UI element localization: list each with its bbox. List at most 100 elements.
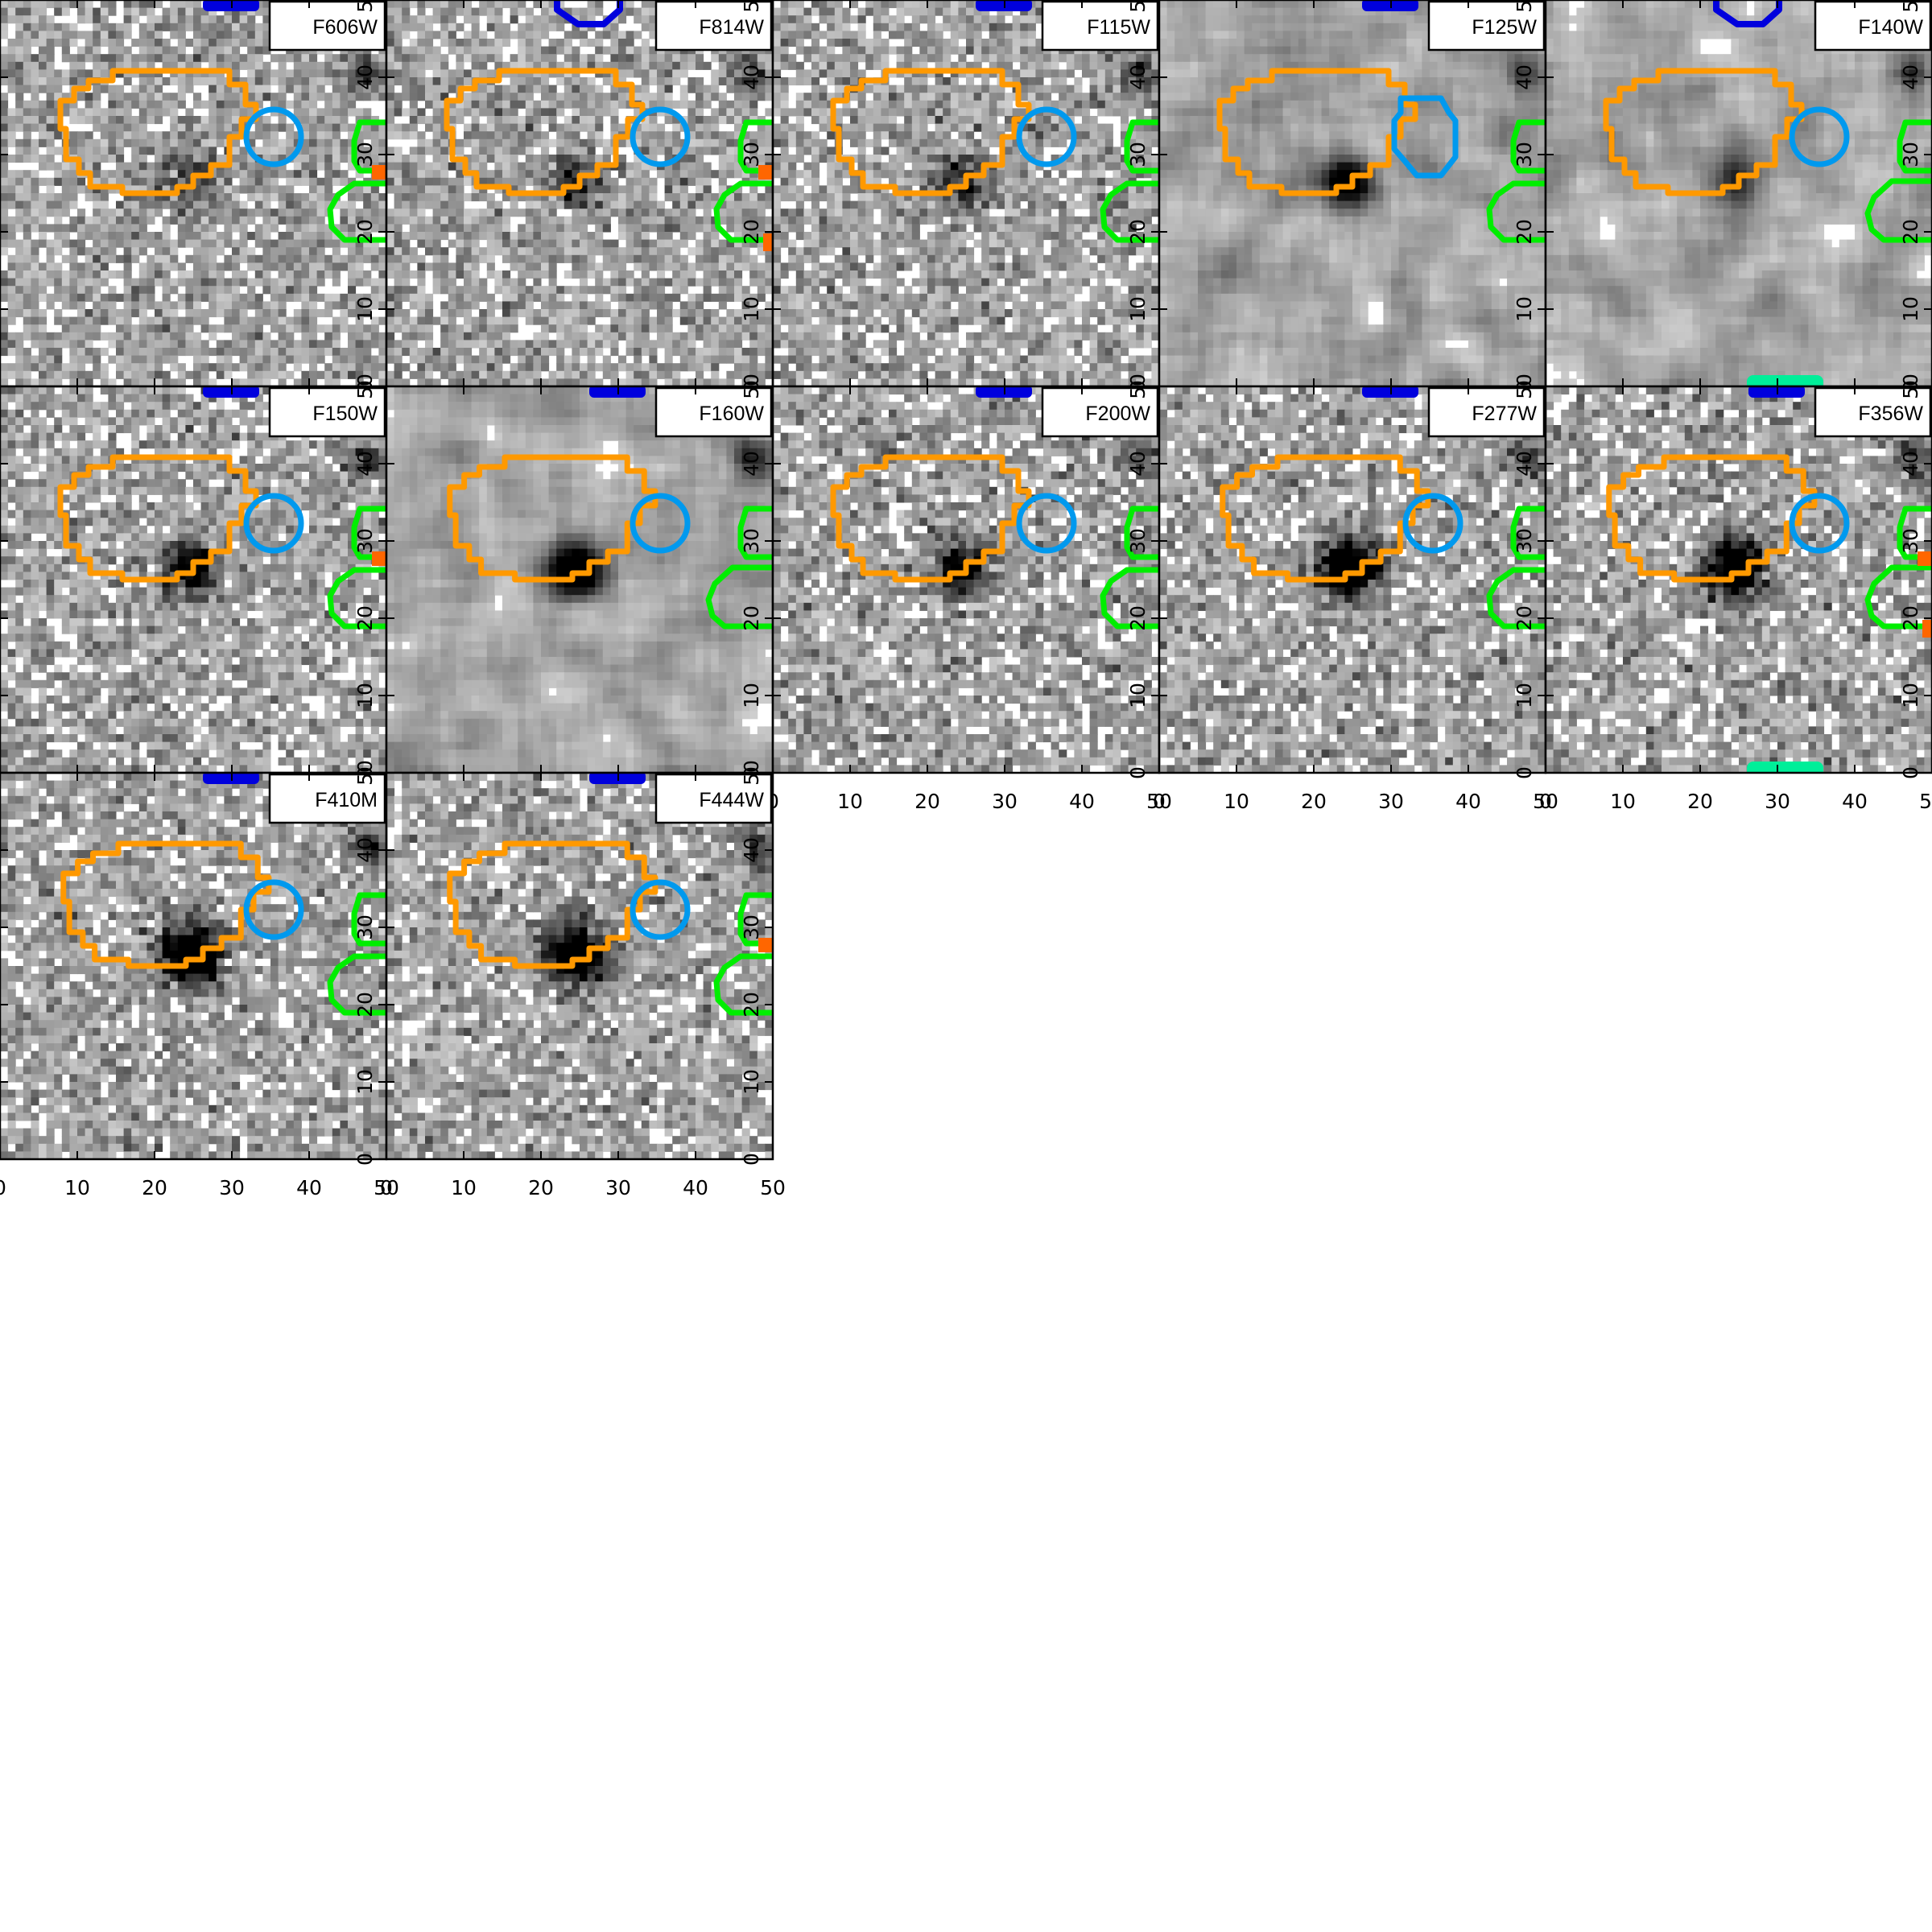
y-tick-label: 30	[353, 914, 377, 940]
filter-label-box	[1427, 386, 1546, 438]
x-tick-label: 20	[1301, 790, 1327, 813]
cutout-panel: F125W01020304050	[1158, 0, 1547, 393]
filter-label: F200W	[1085, 402, 1150, 425]
filter-label-box	[1814, 0, 1932, 52]
y-tick-label: 50	[1126, 0, 1150, 13]
y-tick-label: 50	[353, 0, 377, 13]
filter-label-box	[268, 773, 386, 824]
contour-overlays	[1603, 0, 1932, 386]
cutout-panel: F814W01020304050	[385, 0, 774, 393]
main-source-contour	[444, 68, 646, 196]
companion-contour	[243, 493, 304, 554]
x-tick-label: 40	[1069, 790, 1095, 813]
y-tick-label: 0	[740, 1153, 763, 1166]
y-tick-label: 30	[740, 914, 763, 940]
x-tick-label: 30	[992, 790, 1018, 813]
noise-image	[386, 0, 773, 386]
y-tick-label: 0	[353, 1153, 377, 1166]
y-tick-label: 50	[353, 760, 377, 786]
x-tick-label: 50	[1146, 790, 1172, 813]
x-tick-label: 50	[1533, 790, 1558, 813]
companion-contour	[243, 879, 304, 940]
y-tick-label: 40	[353, 837, 377, 863]
marker-contour	[1922, 620, 1932, 638]
x-tick-label: 30	[1765, 790, 1790, 813]
neighbor-contour-lower	[705, 564, 773, 630]
x-tick-label: 0	[1153, 790, 1166, 813]
main-source-contour	[1216, 68, 1418, 196]
contour-overlays	[57, 0, 386, 243]
neighbor-contour-upper	[1510, 119, 1546, 174]
filter-label: F814W	[699, 16, 764, 39]
y-tick-label: 40	[1126, 64, 1150, 90]
contour-overlays	[1220, 386, 1546, 630]
neighbor-contour-lower	[327, 180, 386, 243]
main-source-contour	[57, 454, 259, 583]
neighbor-contour-upper	[1124, 506, 1159, 560]
y-tick-label: 30	[1126, 528, 1150, 554]
filter-label-box	[268, 386, 386, 438]
x-tick-label: 0	[0, 1176, 6, 1199]
x-tick-label: 20	[142, 1176, 167, 1199]
y-tick-label: 20	[1513, 219, 1536, 245]
companion-contour	[1402, 493, 1463, 554]
companion-contour	[1016, 106, 1077, 167]
x-tick-label: 40	[296, 1176, 322, 1199]
x-tick-label: 10	[837, 790, 863, 813]
bottom-source-contour	[1747, 375, 1823, 386]
marker-contour	[372, 551, 386, 566]
x-tick-label: 50	[760, 1176, 786, 1199]
y-tick-label: 10	[740, 683, 763, 708]
filter-label-box	[654, 0, 773, 52]
neighbor-contour-upper	[1510, 506, 1546, 560]
y-tick-label: 50	[1899, 0, 1922, 13]
y-tick-label: 30	[740, 528, 763, 554]
y-tick-label: 50	[1899, 374, 1922, 399]
cutout-panel: F200W0102030405001020304050	[766, 374, 1172, 813]
y-tick-label: 10	[740, 296, 763, 322]
neighbor-contour-upper	[737, 892, 773, 947]
x-tick-label: 0	[1539, 790, 1552, 813]
top-source-contour	[1713, 0, 1782, 27]
y-tick-label: 10	[1513, 683, 1536, 708]
filter-label: F444W	[699, 789, 764, 811]
y-tick-label: 40	[740, 837, 763, 863]
neighbor-contour-upper	[351, 892, 386, 947]
y-tick-label: 50	[353, 374, 377, 399]
noise-image	[0, 386, 386, 773]
y-tick-label: 10	[1126, 296, 1150, 322]
filter-label: F140W	[1858, 16, 1923, 39]
y-tick-label: 20	[353, 605, 377, 631]
filter-label: F150W	[312, 402, 378, 425]
neighbor-contour-upper	[1897, 119, 1932, 174]
y-tick-label: 10	[740, 1069, 763, 1095]
filter-label-box	[1427, 0, 1546, 52]
noise-image	[773, 386, 1159, 773]
companion-contour	[1016, 493, 1077, 554]
y-tick-label: 10	[353, 683, 377, 708]
filter-label: F410M	[315, 789, 378, 811]
x-tick-label: 10	[1610, 790, 1636, 813]
main-source-contour	[1603, 68, 1805, 196]
x-tick-label: 10	[64, 1176, 90, 1199]
y-tick-label: 0	[1126, 766, 1150, 779]
y-tick-label: 30	[1899, 142, 1922, 167]
y-tick-label: 50	[740, 0, 763, 13]
y-tick-label: 20	[1899, 605, 1922, 631]
neighbor-contour-upper	[737, 119, 773, 174]
y-tick-label: 50	[1513, 0, 1536, 13]
filter-label: F125W	[1472, 16, 1537, 39]
y-tick-label: 0	[1899, 766, 1922, 779]
y-tick-label: 30	[1513, 528, 1536, 554]
y-tick-label: 40	[1513, 64, 1536, 90]
filter-label: F356W	[1858, 402, 1923, 425]
companion-contour	[630, 493, 691, 554]
y-tick-label: 10	[1126, 683, 1150, 708]
noise-image	[1546, 386, 1932, 773]
companion-contour	[630, 879, 691, 940]
y-tick-label: 20	[740, 992, 763, 1018]
neighbor-contour-lower	[1486, 567, 1546, 630]
neighbor-contour-upper	[737, 506, 773, 560]
